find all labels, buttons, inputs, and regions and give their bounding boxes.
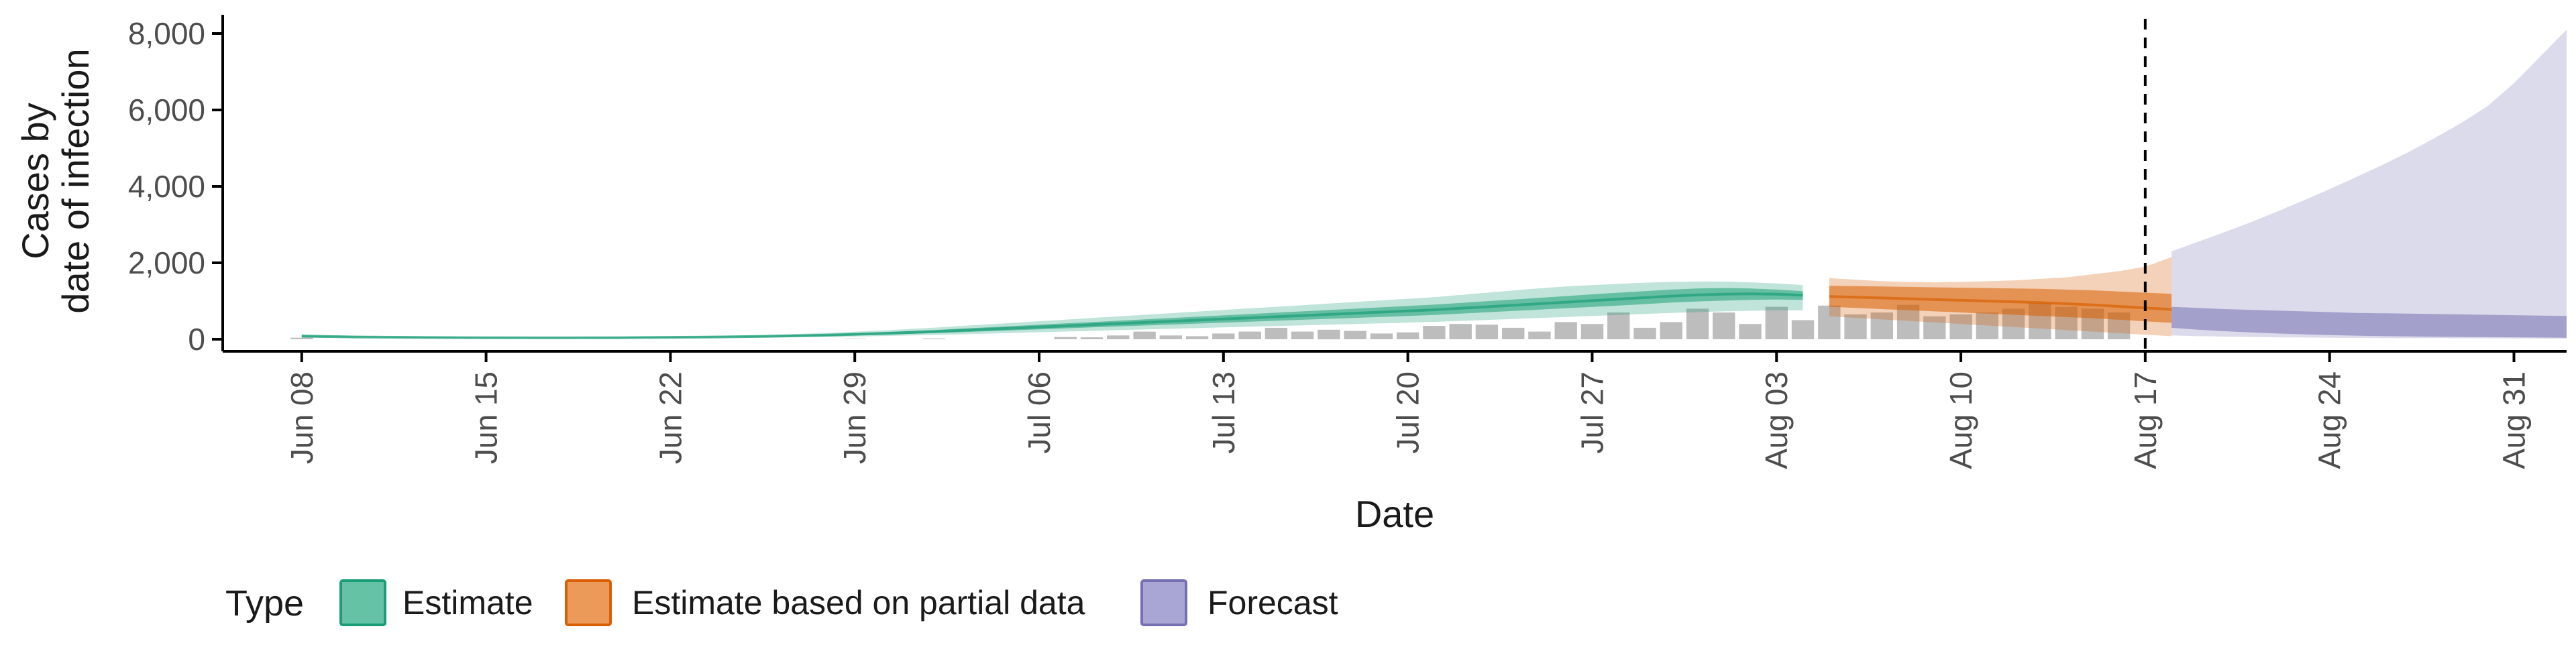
x-axis-title: Date [1355, 493, 1434, 535]
case-bar [1265, 327, 1288, 339]
x-tick-label: Jul 27 [1574, 371, 1609, 454]
case-bar [1159, 335, 1182, 339]
case-bar [1607, 312, 1630, 339]
case-bar [1765, 306, 1788, 339]
case-bar [1370, 333, 1393, 339]
y-tick-label: 0 [188, 322, 205, 357]
case-bar [1080, 337, 1104, 339]
forecast-50-band [2171, 306, 2567, 338]
y-tick-label: 8,000 [128, 16, 205, 51]
case-bar [1396, 332, 1419, 339]
x-tick-label: Jun 08 [284, 371, 319, 464]
case-bar [1528, 331, 1551, 339]
case-bar [1107, 335, 1130, 339]
case-bar [1344, 331, 1366, 339]
partial-median-line [1829, 295, 2172, 311]
x-tick-label: Jul 06 [1022, 371, 1057, 454]
estimate-median-line [301, 292, 1803, 339]
x-tick-label: Aug 10 [1943, 371, 1978, 469]
legend: Type Estimate Estimate based on partial … [225, 579, 1338, 626]
case-bar [1580, 324, 1604, 339]
case-bar [1423, 326, 1446, 339]
case-bar [1949, 314, 1972, 339]
case-bar [1713, 312, 1735, 339]
y-axis-title-line-1: Cases by [14, 103, 56, 259]
case-bar [1923, 316, 1946, 339]
case-bar [1976, 312, 1998, 339]
case-bar [1818, 305, 1841, 339]
case-bar [1502, 327, 1525, 339]
case-bar [290, 337, 313, 339]
case-bar [1291, 331, 1314, 339]
legend-label-forecast: Forecast [1208, 584, 1338, 622]
case-bar [1054, 337, 1077, 339]
x-tick-label: Aug 31 [2497, 371, 2532, 469]
x-tick-label: Jun 29 [837, 371, 872, 464]
case-bar [1238, 331, 1261, 339]
x-tick-label: Jun 22 [653, 371, 688, 464]
x-tick-label: Aug 03 [1759, 371, 1794, 469]
y-tick-label: 6,000 [128, 93, 205, 127]
case-bar [1739, 324, 1762, 339]
estimate-90-band [301, 281, 1803, 339]
forecast-90-band [2171, 30, 2567, 339]
legend-label-partial: Estimate based on partial data [632, 584, 1085, 622]
y-tick-label: 2,000 [128, 245, 205, 280]
case-bar [1554, 322, 1577, 339]
legend-key-partial [565, 579, 612, 626]
estimate-50-band [301, 288, 1803, 339]
partial-50-band [1829, 286, 2172, 323]
case-bar [1318, 329, 1340, 340]
reported-cases-bars [290, 302, 2131, 340]
x-tick-label: Jun 15 [469, 371, 504, 464]
case-bar [1791, 320, 1815, 339]
case-bar [1449, 324, 1472, 339]
y-tick-label: 4,000 [128, 169, 205, 204]
axes [221, 15, 2567, 353]
case-bar [1686, 308, 1709, 339]
x-tick-label: Jul 13 [1206, 371, 1241, 454]
case-bar [1475, 325, 1499, 339]
y-axis-title-line-2: date of infection [54, 48, 97, 313]
case-bar [1896, 304, 1920, 339]
case-bar [1633, 327, 1656, 339]
x-tick-label: Aug 17 [2128, 371, 2163, 469]
case-bar [1844, 314, 1867, 339]
case-bar [1212, 333, 1235, 339]
y-ticks: 0 2,000 4,000 6,000 8,000 [128, 16, 223, 357]
x-ticks: Jun 08 Jun 15 Jun 22 Jun 29 Jul 06 Jul 13 Jul … [284, 351, 2532, 469]
case-bar [1870, 312, 1893, 339]
legend-label-estimate: Estimate [402, 584, 533, 622]
x-tick-label: Aug 24 [2312, 371, 2347, 469]
case-bar [1185, 336, 1209, 339]
case-bar [1660, 322, 1682, 339]
legend-title: Type [225, 583, 304, 624]
x-tick-label: Jul 20 [1391, 371, 1426, 454]
legend-key-forecast [1140, 579, 1187, 626]
legend-key-estimate [339, 579, 386, 626]
case-bar [1133, 331, 1156, 339]
estimate-bands [301, 30, 2567, 339]
